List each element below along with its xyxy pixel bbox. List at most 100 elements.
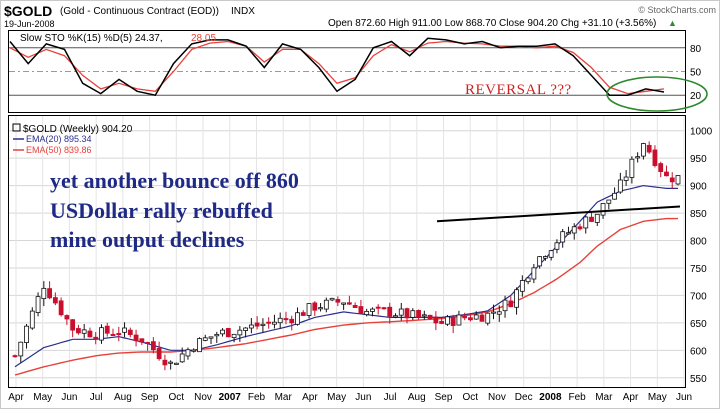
- x-tick-label: May: [33, 392, 52, 403]
- candle-body: [93, 336, 99, 340]
- candle-body: [191, 349, 197, 352]
- x-tick-label: Mar: [595, 392, 613, 403]
- candle-body: [150, 341, 156, 351]
- candle-body: [346, 302, 352, 305]
- y-tick-label: 600: [690, 346, 707, 357]
- candle-body: [254, 322, 260, 327]
- candle-body: [370, 308, 375, 312]
- candle-body: [468, 317, 473, 321]
- candle-body: [358, 306, 364, 315]
- candle-body: [162, 359, 168, 366]
- candle-body: [456, 314, 462, 326]
- candle-body: [248, 324, 254, 329]
- x-tick-label: Jun: [355, 392, 371, 403]
- candle-body: [491, 311, 496, 314]
- x-tick-label: Oct: [462, 392, 478, 403]
- x-tick-label: 2008: [539, 392, 562, 403]
- candle-body: [623, 176, 629, 181]
- candle-body: [450, 317, 456, 326]
- candle-body: [225, 328, 231, 338]
- ohlc-label: Open 872.60 High 911.00 Low 868.70 Close…: [328, 18, 656, 29]
- candle-body: [439, 320, 445, 324]
- candle-body: [64, 315, 70, 320]
- date-label: 19-Jun-2008: [4, 19, 55, 29]
- y-tick-label: 700: [690, 291, 707, 302]
- candle-body: [629, 158, 635, 178]
- stoch-levels: 80 50 20: [9, 44, 702, 102]
- candle-body: [47, 288, 52, 299]
- candle-body: [110, 333, 116, 336]
- candle-body: [104, 325, 110, 334]
- x-tick-label: Aug: [408, 392, 426, 403]
- x-tick-label: Sep: [141, 392, 159, 403]
- y-tick-label: 950: [690, 154, 707, 165]
- candle-body: [289, 318, 295, 324]
- y-tick-label: 1000: [690, 127, 713, 138]
- stoch-level-label: 20: [690, 91, 702, 102]
- price-grid: [9, 116, 685, 387]
- candle-body: [197, 338, 202, 353]
- candle-body: [589, 216, 594, 222]
- stoch-d-value: 28.05: [191, 33, 216, 44]
- candle-body: [237, 329, 243, 336]
- x-tick-label: Aug: [114, 392, 132, 403]
- candle-body: [29, 310, 35, 329]
- stoch-level-label: 50: [690, 68, 702, 79]
- candle-body: [87, 330, 93, 338]
- candle-body: [531, 267, 537, 280]
- candle-body: [266, 321, 272, 324]
- candle-body: [514, 289, 519, 308]
- y-tick-label: 550: [690, 374, 707, 385]
- candle-body: [335, 299, 341, 303]
- x-tick-label: Feb: [248, 392, 266, 403]
- price-legend-icon: [12, 123, 21, 132]
- candle-body: [421, 314, 427, 317]
- candle-body: [537, 256, 543, 267]
- candle-body: [208, 336, 214, 339]
- candle-body: [283, 318, 289, 321]
- candle-body: [635, 156, 641, 159]
- y-tick-label: 750: [690, 264, 707, 275]
- stoch-label: Slow STO %K(15) %D(5) 24.37,: [20, 33, 163, 44]
- candle-body: [462, 316, 468, 319]
- price-panel-frame: [8, 115, 686, 388]
- candle-body: [606, 199, 612, 204]
- candle-body: [410, 310, 416, 318]
- candle-body: [398, 308, 404, 316]
- candle-body: [52, 297, 58, 304]
- candle-body: [24, 325, 29, 344]
- candle-body: [387, 306, 393, 317]
- candle-body: [214, 334, 220, 337]
- candle-body: [583, 216, 589, 229]
- support-trendline: [436, 205, 681, 223]
- x-tick-label: Dec: [515, 392, 533, 403]
- ema20-line: [14, 184, 678, 368]
- candle-body: [375, 306, 381, 309]
- annotation-line-3: mine output declines: [50, 227, 245, 252]
- candle-body: [41, 287, 47, 300]
- x-tick-label: Jun: [61, 392, 77, 403]
- candle-body: [156, 348, 162, 360]
- candle-body: [99, 327, 104, 341]
- candle-body: [612, 192, 617, 200]
- candle-body: [427, 314, 433, 320]
- candle-body: [35, 296, 41, 313]
- reversal-ellipse: [606, 76, 708, 112]
- candle-body: [416, 310, 421, 318]
- candle-body: [231, 333, 237, 339]
- candle-body: [473, 314, 479, 320]
- x-tick-label: Mar: [275, 392, 293, 403]
- ema50-line: [14, 217, 678, 376]
- candle-body: [220, 329, 225, 335]
- candle-body: [664, 171, 669, 177]
- candle-body: [70, 319, 76, 331]
- ema-lines: [14, 184, 678, 376]
- candle-body: [577, 226, 583, 230]
- candle-body: [272, 321, 277, 325]
- x-tick-label: May: [327, 392, 346, 403]
- stoch-lines: [9, 37, 665, 97]
- candle-body: [479, 314, 485, 322]
- candle-body: [381, 307, 387, 310]
- candle-body: [76, 328, 81, 334]
